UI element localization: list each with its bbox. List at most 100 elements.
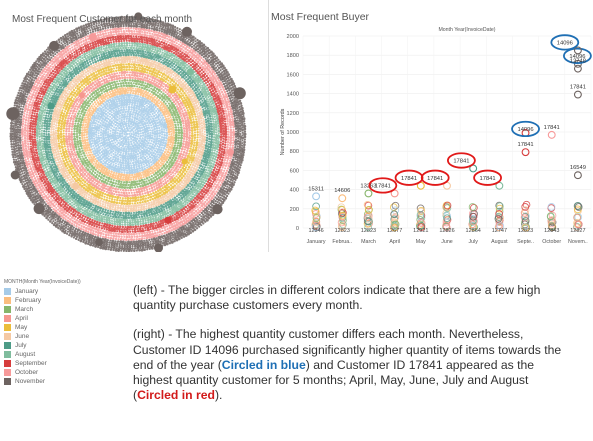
customer-bubble <box>129 34 133 38</box>
customer-bubble <box>116 174 120 178</box>
customer-bubble <box>95 49 98 53</box>
customer-bubble <box>157 118 160 121</box>
customer-bubble <box>103 84 107 88</box>
customer-bubble <box>183 129 186 133</box>
customer-bubble <box>157 203 160 206</box>
customer-bubble <box>143 67 147 71</box>
customer-bubble <box>80 51 84 55</box>
customer-bubble <box>137 63 141 67</box>
customer-bubble <box>90 164 94 168</box>
customer-bubble <box>208 137 211 141</box>
customer-bubble <box>219 130 223 134</box>
customer-bubble <box>194 200 197 203</box>
customer-bubble <box>116 63 120 67</box>
customer-bubble <box>52 176 56 180</box>
customer-bubble <box>108 145 112 149</box>
customer-bubble <box>132 133 136 136</box>
customer-bubble <box>185 57 188 60</box>
customer-bubble <box>122 191 126 195</box>
customer-bubble <box>55 121 58 124</box>
customer-bubble <box>122 139 125 142</box>
customer-bubble <box>169 125 173 128</box>
customer-bubble <box>153 138 156 141</box>
customer-bubble <box>155 113 158 116</box>
customer-bubble <box>138 193 142 196</box>
customer-bubble <box>40 109 45 113</box>
customer-bubble <box>112 226 116 231</box>
customer-bubble <box>56 173 59 176</box>
customer-bubble <box>62 106 65 109</box>
customer-bubble <box>132 175 136 179</box>
customer-bubble <box>132 178 135 181</box>
customer-bubble <box>31 109 35 112</box>
customer-bubble <box>106 123 110 127</box>
customer-bubble <box>67 204 70 207</box>
customer-bubble <box>117 167 121 171</box>
customer-bubble <box>217 97 221 101</box>
customer-bubble <box>107 138 111 141</box>
customer-bubble <box>140 215 144 218</box>
customer-bubble <box>112 84 115 87</box>
customer-bubble <box>160 80 164 85</box>
customer-bubble <box>82 75 85 78</box>
customer-bubble <box>183 77 186 80</box>
customer-bubble <box>109 180 113 184</box>
customer-bubble <box>224 135 228 139</box>
customer-bubble <box>122 65 126 69</box>
customer-bubble <box>182 202 185 205</box>
customer-bubble <box>37 91 41 95</box>
customer-bubble <box>55 87 59 91</box>
customer-bubble <box>143 105 146 109</box>
customer-bubble <box>172 205 176 209</box>
customer-bubble <box>188 208 192 211</box>
customer-bubble <box>103 195 106 198</box>
customer-bubble <box>55 176 59 180</box>
customer-bubble <box>184 166 188 169</box>
customer-bubble <box>147 119 151 123</box>
customer-bubble <box>109 143 113 146</box>
customer-bubble <box>158 40 161 43</box>
customer-bubble <box>92 50 96 54</box>
customer-bubble <box>206 180 210 183</box>
customer-bubble <box>68 69 71 72</box>
customer-bubble <box>187 193 190 197</box>
customer-bubble <box>124 81 128 85</box>
customer-bubble <box>164 98 167 101</box>
customer-bubble <box>201 106 204 109</box>
customer-bubble <box>198 188 202 191</box>
customer-bubble <box>130 103 134 106</box>
customer-bubble <box>177 136 181 140</box>
customer-bubble <box>222 129 225 133</box>
customer-bubble <box>54 136 58 141</box>
customer-bubble <box>136 170 139 174</box>
customer-bubble <box>118 71 121 74</box>
customer-bubble <box>136 61 140 64</box>
customer-bubble <box>146 46 150 50</box>
customer-bubble <box>114 190 118 194</box>
customer-bubble <box>106 36 110 40</box>
customer-bubble <box>144 221 148 225</box>
customer-bubble <box>166 110 170 114</box>
customer-bubble <box>62 58 66 62</box>
customer-bubble <box>161 200 165 204</box>
customer-bubble <box>207 96 210 99</box>
customer-bubble <box>184 50 188 54</box>
customer-bubble <box>94 96 98 100</box>
customer-bubble <box>31 133 34 136</box>
customer-bubble <box>70 107 73 110</box>
customer-bubble <box>150 56 154 60</box>
customer-bubble <box>95 73 99 76</box>
customer-bubble <box>76 114 79 118</box>
customer-bubble <box>88 140 92 143</box>
customer-bubble <box>97 174 101 178</box>
customer-bubble <box>51 194 54 198</box>
customer-bubble <box>125 115 129 118</box>
customer-bubble <box>167 97 171 101</box>
customer-bubble <box>177 126 180 129</box>
customer-bubble <box>126 186 129 189</box>
customer-bubble <box>79 81 83 84</box>
customer-bubble <box>141 115 144 119</box>
customer-bubble <box>92 77 96 81</box>
customer-bubble <box>106 133 110 137</box>
customer-bubble <box>127 150 130 153</box>
